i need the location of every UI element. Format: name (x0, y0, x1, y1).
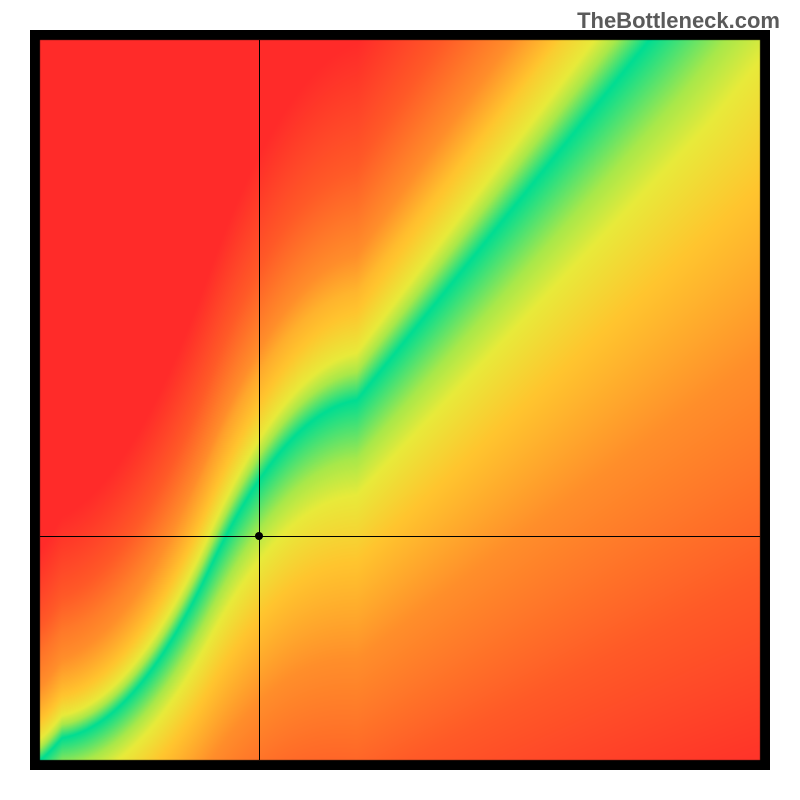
crosshair-horizontal (40, 536, 760, 537)
crosshair-vertical (259, 40, 260, 760)
chart-container: TheBottleneck.com (0, 0, 800, 800)
watermark-text: TheBottleneck.com (577, 8, 780, 34)
plot-area (30, 30, 770, 770)
heatmap-canvas (30, 30, 770, 770)
marker-dot (255, 532, 263, 540)
